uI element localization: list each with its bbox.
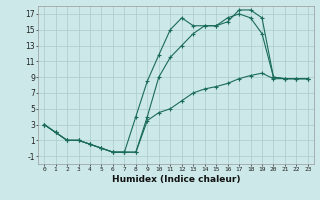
X-axis label: Humidex (Indice chaleur): Humidex (Indice chaleur) [112, 175, 240, 184]
